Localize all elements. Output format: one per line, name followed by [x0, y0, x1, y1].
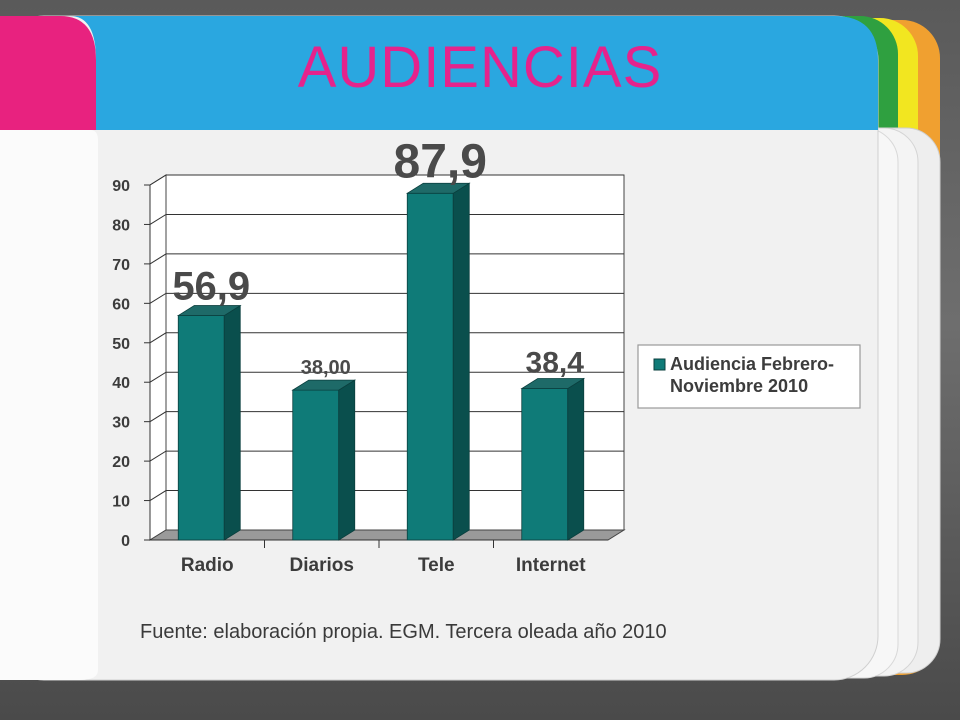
bars [176, 182, 586, 541]
gridline [149, 253, 624, 265]
y-tick-label: 90 [112, 178, 130, 195]
header-blue [70, 16, 878, 130]
bar-front [177, 315, 225, 541]
data-label: 56,9 [172, 265, 250, 309]
legend: Audiencia Febrero-Noviembre 2010 [637, 344, 861, 409]
category-labels: Radio Diarios Tele Internet [181, 540, 586, 576]
y-tick-label: 0 [121, 533, 130, 550]
bar-side [567, 377, 585, 541]
legend-label: Audiencia Febrero- [670, 354, 834, 374]
data-label: 38,4 [526, 347, 585, 380]
y-tick-label: 60 [112, 296, 130, 313]
data-label: 87,9 [394, 135, 487, 188]
gridline [149, 332, 624, 344]
legend-box [637, 344, 861, 409]
bar-front [406, 192, 454, 541]
bar-side [338, 379, 356, 541]
bar-top [291, 379, 357, 391]
y-tick-label: 80 [112, 217, 130, 234]
y-tick-label: 50 [112, 336, 130, 353]
y-tick-label: 70 [112, 257, 130, 274]
left-panel [0, 130, 98, 680]
bar-side [452, 182, 470, 541]
bar-front [521, 388, 569, 541]
data-labels: 56,9 38,00 87,9 38,4 [172, 135, 584, 379]
gridline [149, 411, 624, 423]
legend-label: Noviembre 2010 [670, 376, 808, 396]
gridline [149, 213, 624, 225]
pink-corner [0, 16, 96, 130]
gridline [149, 450, 624, 462]
gridline [149, 174, 624, 186]
bar-radio [176, 304, 242, 541]
y-tick-label: 30 [112, 415, 130, 432]
category-label: Internet [516, 555, 586, 576]
bar-top [405, 182, 471, 194]
bar-internet [520, 377, 586, 541]
bar-side [223, 304, 241, 541]
bar-top [176, 305, 242, 316]
gridline [149, 371, 624, 383]
y-tick-label: 40 [112, 375, 130, 392]
category-label: Tele [418, 555, 455, 576]
gridline [149, 490, 624, 501]
slide-title: AUDIENCIAS [297, 35, 663, 100]
gridline [149, 292, 624, 304]
bar-front [292, 389, 340, 541]
legend-swatch [653, 358, 666, 371]
side-wall [149, 174, 167, 541]
bar-diarios [291, 379, 357, 541]
source-note: Fuente: elaboración propia. EGM. Tercera… [140, 621, 667, 643]
bar-top [520, 378, 586, 389]
data-label: 38,00 [301, 357, 351, 379]
y-tick-label: 20 [112, 454, 130, 471]
category-label: Radio [181, 555, 234, 576]
bar-tele [405, 182, 471, 541]
category-label: Diarios [290, 555, 354, 576]
y-tick-label: 10 [112, 494, 130, 511]
